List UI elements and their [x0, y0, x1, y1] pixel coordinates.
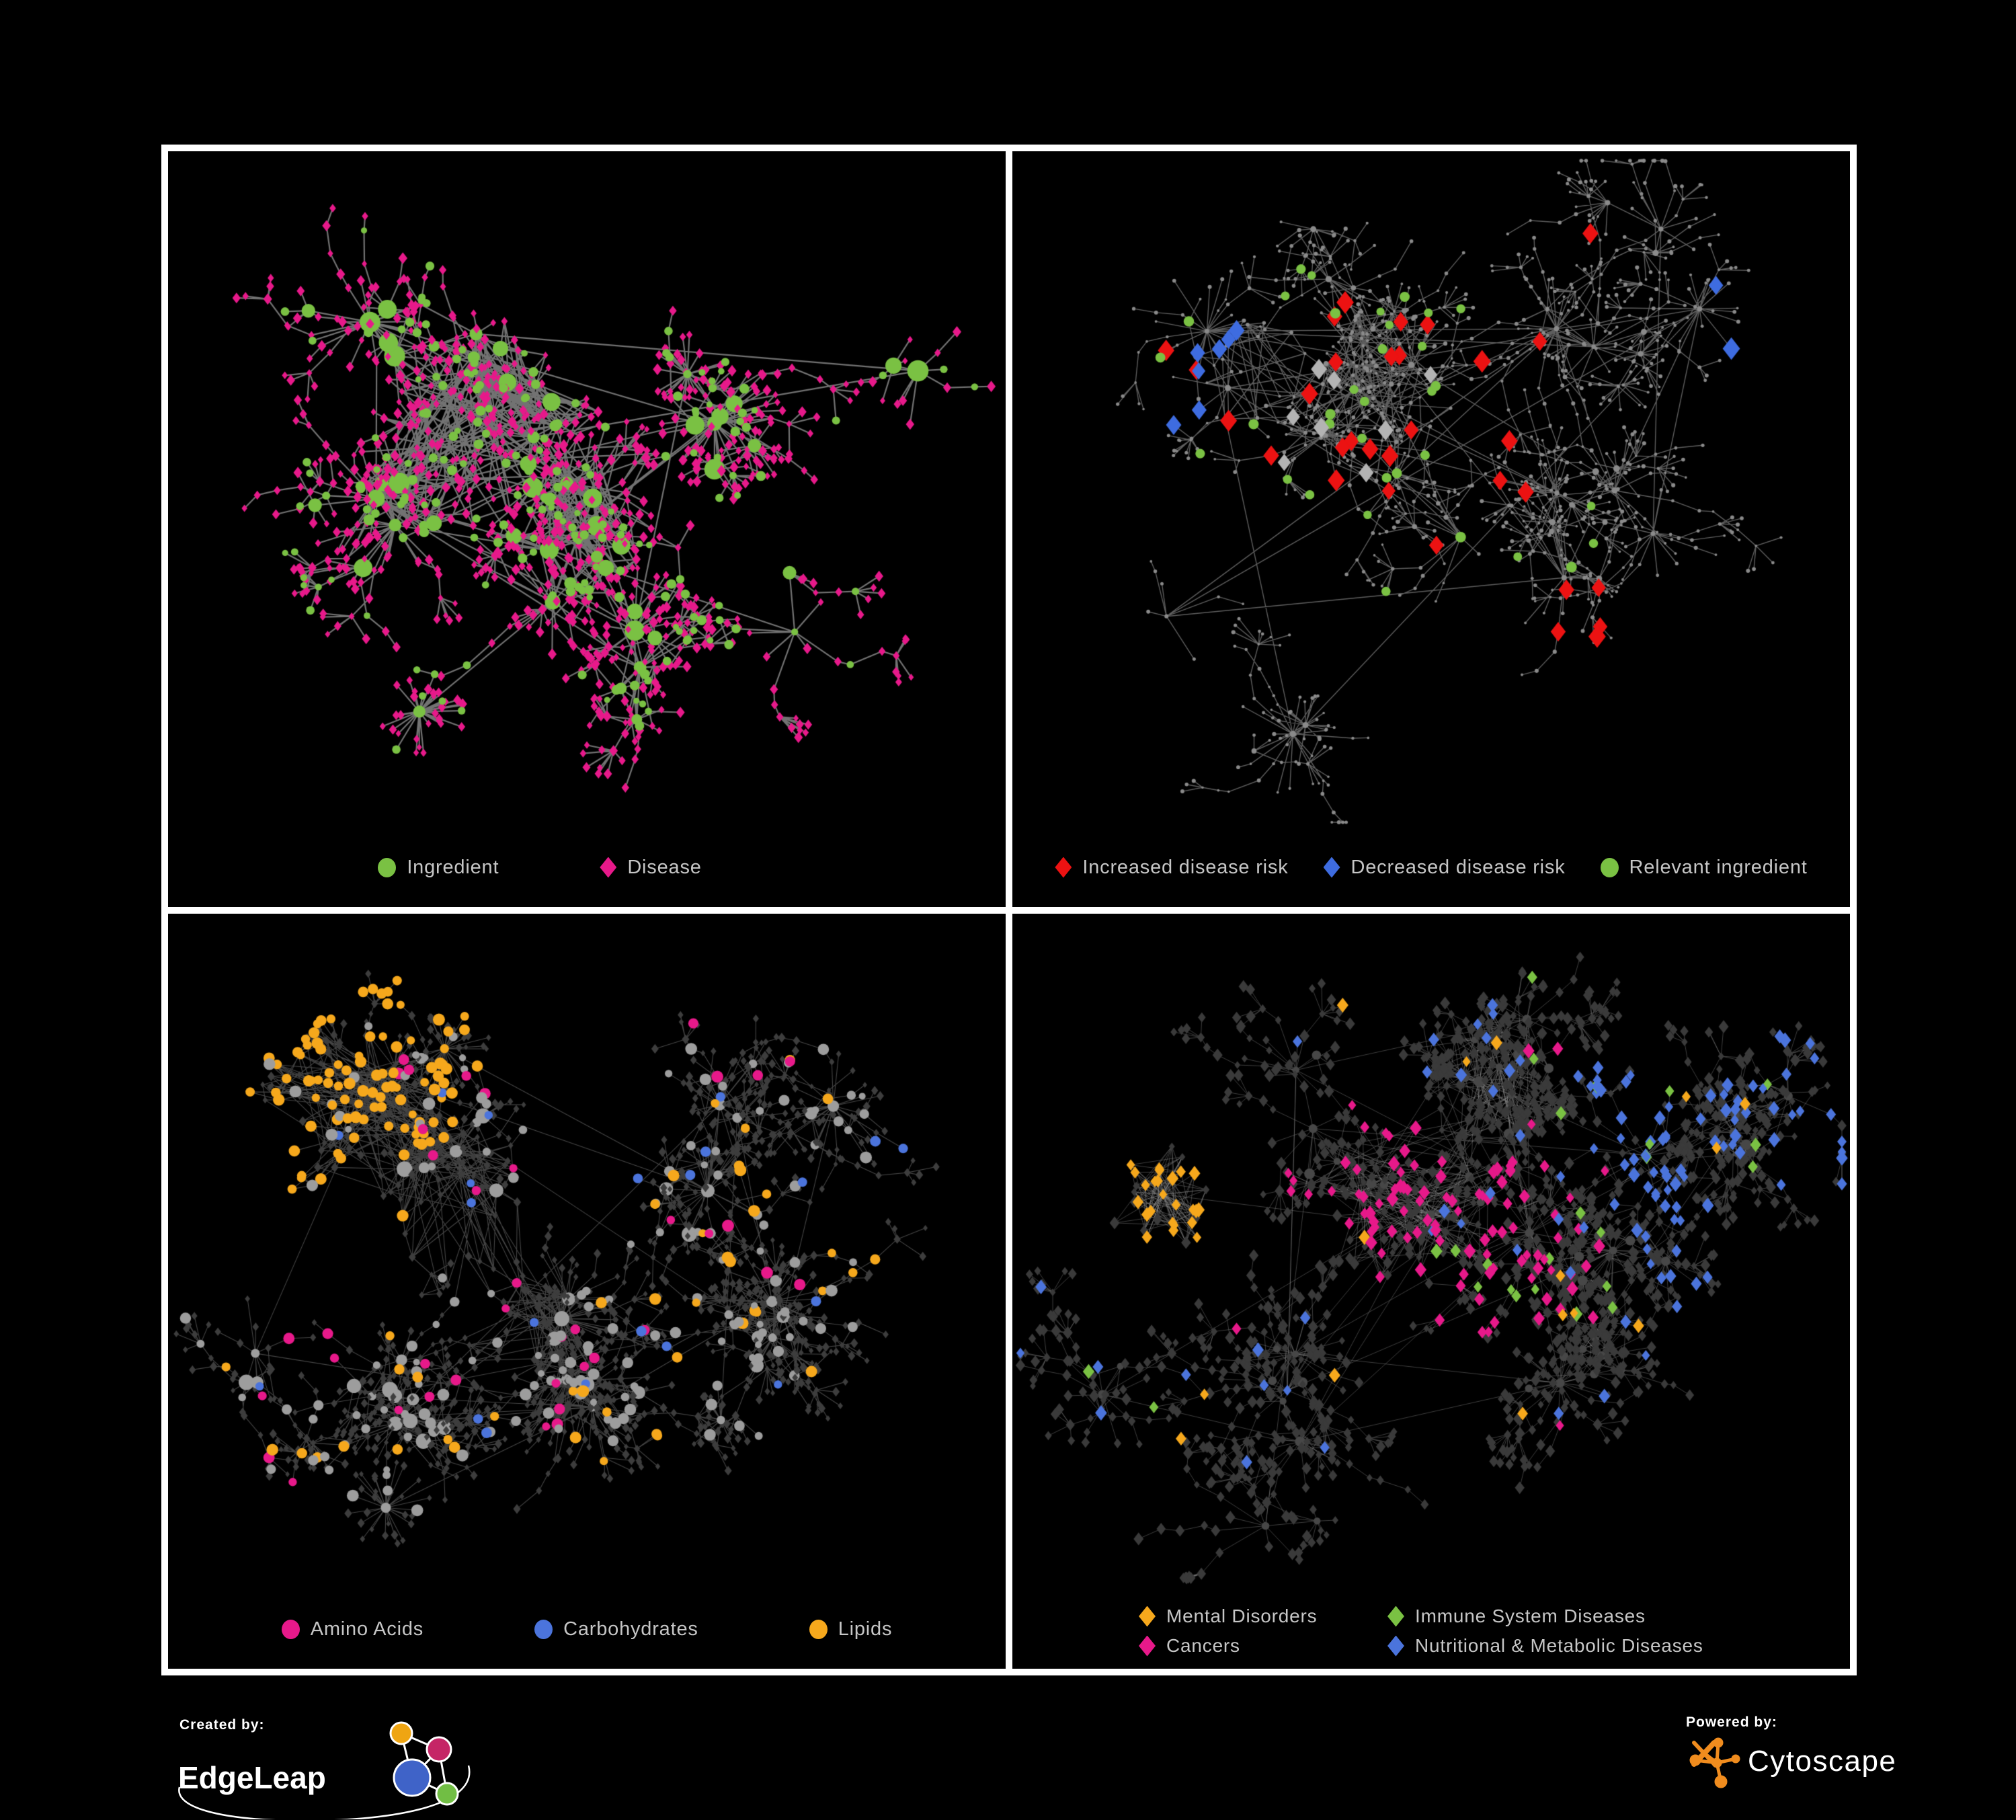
- decreased-risk-diamond-icon: [1323, 857, 1340, 878]
- edgeleap-logo-icon: [389, 1721, 459, 1806]
- legend-disease-categories: Mental Disorders Immune System Diseases …: [1139, 1606, 1724, 1657]
- legend-label: Immune System Diseases: [1415, 1606, 1646, 1626]
- legend-label: Carbohydrates: [563, 1618, 698, 1640]
- legend-item-cancers: Cancers: [1139, 1635, 1387, 1657]
- legend-label: Cancers: [1166, 1635, 1240, 1656]
- legend-item-ingredient: Ingredient: [378, 857, 499, 879]
- edgeleap-lockup: Created by: EdgeLeap: [178, 1717, 471, 1819]
- panel-ingredient-disease: Ingredient Disease: [168, 151, 1006, 907]
- legend-label: Increased disease risk: [1082, 856, 1289, 878]
- legend-label: Nutritional & Metabolic Diseases: [1415, 1635, 1703, 1656]
- created-by-label: Created by:: [179, 1717, 265, 1733]
- cytoscape-logo-icon: [1689, 1737, 1740, 1788]
- increased-risk-diamond-icon: [1055, 857, 1072, 878]
- relevant-ingredient-circle-icon: [1600, 857, 1619, 877]
- legend-disease-risk: Increased disease risk Decreased disease…: [1012, 857, 1850, 879]
- cancers-diamond-icon: [1139, 1635, 1156, 1657]
- ingredient-circle-icon: [378, 857, 397, 877]
- legend-item-lipids: Lipids: [809, 1618, 893, 1640]
- legend-item-decreased-risk: Decreased disease risk: [1323, 856, 1566, 879]
- legend-ingredient-disease: Ingredient Disease: [168, 857, 1006, 879]
- legend-item-nutritional-metabolic-diseases: Nutritional & Metabolic Diseases: [1387, 1635, 1724, 1657]
- legend-label: Amino Acids: [310, 1618, 424, 1640]
- legend-label: Mental Disorders: [1166, 1606, 1318, 1626]
- cytoscape-lockup: Powered by: Cytoscape: [1686, 1714, 1896, 1788]
- legend-label: Decreased disease risk: [1350, 856, 1566, 878]
- amino-acids-circle-icon: [281, 1620, 300, 1639]
- legend-item-mental-disorders: Mental Disorders: [1139, 1606, 1387, 1627]
- mental-disorders-diamond-icon: [1139, 1606, 1156, 1627]
- cytoscape-wordmark: Cytoscape: [1748, 1745, 1896, 1778]
- legend-label: Lipids: [838, 1618, 893, 1640]
- legend-item-immune-system-diseases: Immune System Diseases: [1387, 1606, 1724, 1627]
- panel-grid: Ingredient Disease Increased disease ris…: [161, 145, 1857, 1675]
- network-canvas-disease-risk: [1012, 151, 1850, 907]
- immune-diseases-diamond-icon: [1387, 1606, 1404, 1627]
- legend-ingredient-classes: Amino Acids Carbohydrates Lipids: [168, 1618, 1006, 1640]
- powered-by-label: Powered by:: [1686, 1714, 1777, 1730]
- legend-item-disease: Disease: [600, 857, 701, 879]
- disease-diamond-icon: [600, 857, 617, 878]
- lipids-circle-icon: [809, 1620, 828, 1639]
- panel-ingredient-classes: Amino Acids Carbohydrates Lipids: [168, 913, 1006, 1669]
- panel-disease-risk: Increased disease risk Decreased disease…: [1012, 151, 1850, 907]
- legend-item-increased-risk: Increased disease risk: [1055, 857, 1288, 879]
- network-canvas-ingredient-classes: [168, 913, 1006, 1669]
- network-canvas-disease-categories: [1012, 913, 1850, 1669]
- legend-label: Disease: [627, 856, 702, 878]
- legend-label: Relevant ingredient: [1629, 856, 1808, 878]
- legend-item-carbohydrates: Carbohydrates: [534, 1618, 698, 1640]
- legend-label: Ingredient: [407, 856, 499, 878]
- legend-item-relevant-ingredient: Relevant ingredient: [1600, 856, 1808, 879]
- network-canvas-ingredient-disease: [168, 151, 1006, 907]
- carbohydrates-circle-icon: [534, 1620, 553, 1639]
- nutritional-diseases-diamond-icon: [1387, 1635, 1404, 1657]
- legend-item-amino-acids: Amino Acids: [281, 1618, 424, 1640]
- panel-disease-categories: Mental Disorders Immune System Diseases …: [1012, 913, 1850, 1669]
- edgeleap-wordmark: EdgeLeap: [178, 1760, 326, 1795]
